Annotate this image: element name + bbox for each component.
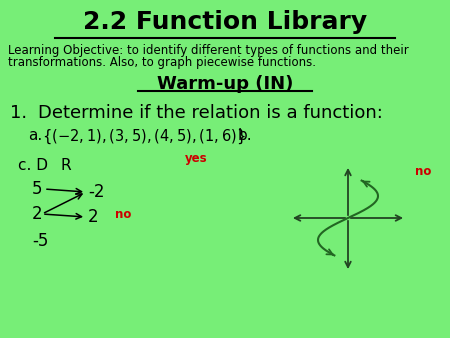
Text: b.: b. [238,128,252,143]
Text: c. D: c. D [18,158,48,173]
Text: -2: -2 [88,183,104,201]
Text: 2.2 Function Library: 2.2 Function Library [83,10,367,34]
Text: 1.: 1. [10,104,27,122]
Text: 2: 2 [88,208,99,226]
Text: Learning Objective: to identify different types of functions and their: Learning Objective: to identify differen… [8,44,409,57]
Text: 2: 2 [32,205,43,223]
Text: -5: -5 [32,232,49,250]
Text: a.: a. [28,128,42,143]
Text: yes: yes [185,152,207,165]
Text: transformations. Also, to graph piecewise functions.: transformations. Also, to graph piecewis… [8,56,316,69]
Text: Determine if the relation is a function:: Determine if the relation is a function: [38,104,383,122]
Text: Warm-up (IN): Warm-up (IN) [157,75,293,93]
Text: 5: 5 [32,180,42,198]
Text: R: R [60,158,71,173]
Text: $\{(-2,1),(3,5),(4,5),(1,6)\}$: $\{(-2,1),(3,5),(4,5),(1,6)\}$ [42,128,246,146]
Text: no: no [115,208,131,221]
Text: no: no [415,165,432,178]
